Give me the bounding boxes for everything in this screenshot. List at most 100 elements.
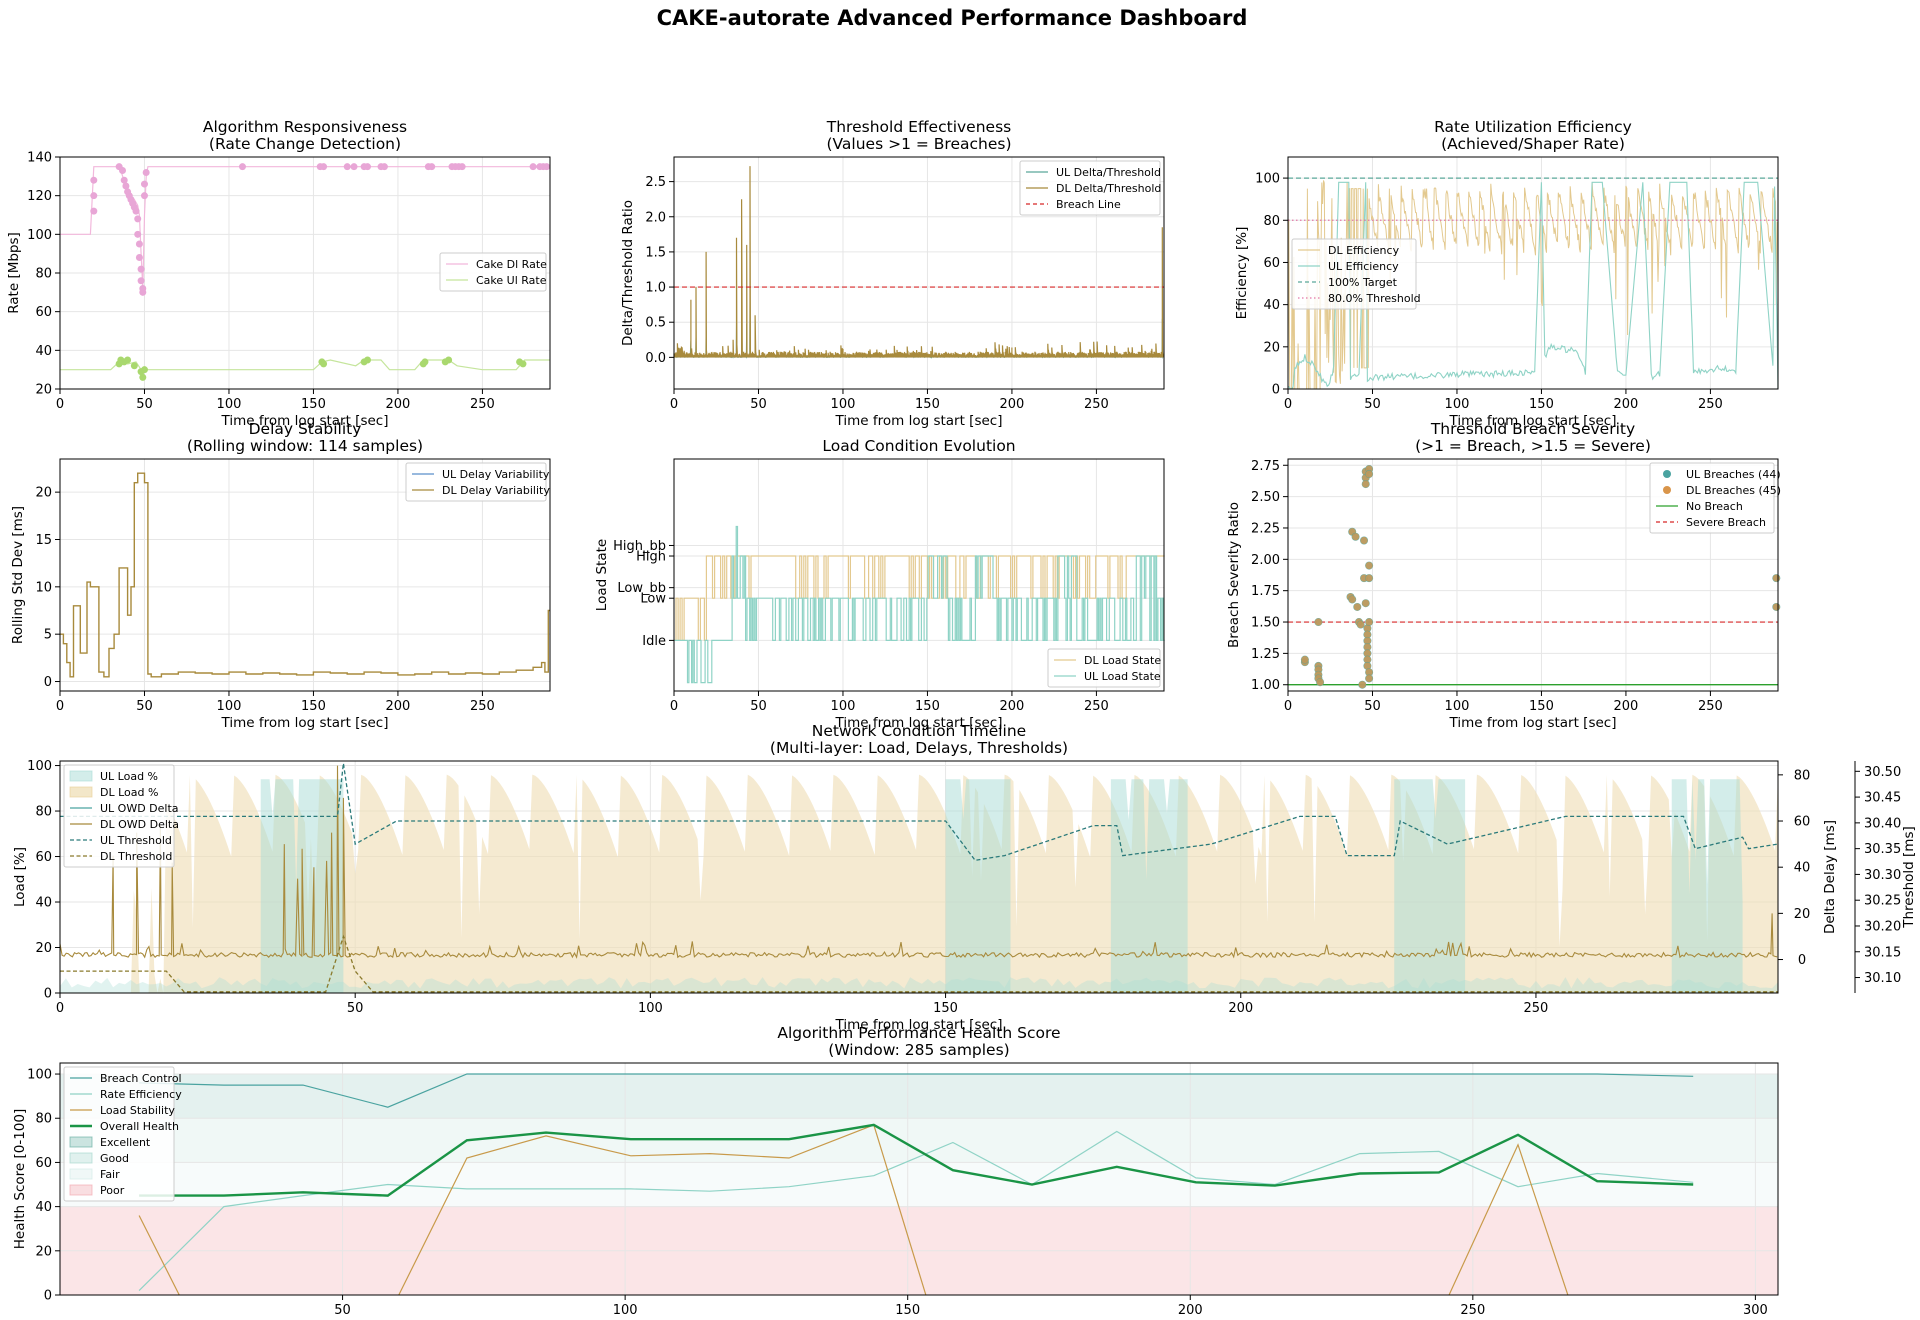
threshold_effectiveness-title-line: (Values >1 = Breaches) <box>826 135 1011 153</box>
health_score-legend-swatch <box>69 1184 93 1196</box>
network_timeline-xtick-label: 150 <box>933 1001 958 1016</box>
responsiveness-markers-0 <box>90 163 551 296</box>
load_evolution-ytick-label: Idle <box>642 634 666 649</box>
breach_severity-legend-swatch <box>1663 486 1671 494</box>
breach_severity-dl-breach-point <box>1365 618 1373 626</box>
responsiveness-marker-point <box>140 192 148 200</box>
delay_stability-legend: UL Delay Variability DL Delay Variability <box>405 462 550 502</box>
network_timeline-ytick-label: 40 <box>35 896 52 911</box>
responsiveness-title-line: Algorithm Responsiveness <box>203 118 407 136</box>
health_score-legend-label: Good <box>100 1152 129 1165</box>
network_timeline-title-line: Network Condition Timeline <box>812 722 1026 740</box>
threshold_effectiveness-ytick-label: 1.5 <box>645 245 666 260</box>
breach_severity-xtick-label: 50 <box>1364 699 1381 714</box>
breach_severity-dl-breach-point <box>1363 637 1372 645</box>
health_score-xtick-label: 150 <box>895 1303 920 1318</box>
responsiveness-xtick-label: 200 <box>386 397 411 412</box>
responsiveness-marker-point <box>364 356 372 364</box>
breach_severity-dl-breach-point <box>1362 599 1370 607</box>
breach_severity-dl-breach-point <box>1316 678 1324 686</box>
health_score-ytick-label: 20 <box>35 1244 52 1259</box>
responsiveness-ytick-label: 20 <box>35 383 52 398</box>
load_evolution-plot-area <box>674 525 1165 684</box>
health_score-legend-patch <box>69 1152 93 1164</box>
breach_severity-ytick-label: 2.75 <box>1251 459 1280 474</box>
rate_efficiency-legend-label: UL Efficiency <box>1328 260 1399 273</box>
network_timeline-ul-load-band <box>1110 779 1188 993</box>
delay_stability-ytick-label: 15 <box>35 533 52 548</box>
network_timeline-right2-tick-label: 30.40 <box>1864 816 1901 831</box>
network_timeline-plot-area <box>59 763 1779 993</box>
network_timeline-legend-label: DL OWD Delta <box>100 818 179 831</box>
network_timeline-right-axis: 0 20 40 60 80 Delta Delay [ms] <box>1778 768 1838 968</box>
responsiveness-marker-point <box>134 230 142 238</box>
network_timeline-ul-load-band <box>1671 779 1743 993</box>
threshold_effectiveness-ytick-label: 1.0 <box>645 281 666 296</box>
breach_severity-legend-label: UL Breaches (44) <box>1686 468 1781 481</box>
network_timeline-ytick-label: 20 <box>35 941 52 956</box>
responsiveness-marker-point <box>137 265 145 273</box>
load_evolution-legend-box <box>1047 648 1161 688</box>
delay_stability-xtick-label: 100 <box>217 699 242 714</box>
network_timeline-legend: UL Load % DL Load % UL OWD Delta DL OWD Del… <box>63 764 179 868</box>
health_score-ytick-label: 40 <box>35 1200 52 1215</box>
rate_efficiency-legend: DL Efficiency UL Efficiency 100% Target 80.… <box>1291 238 1421 310</box>
delay_stability-dl-variability <box>60 472 550 678</box>
health_score-series-2 <box>138 1124 1569 1295</box>
breach_severity-dl-breach-point <box>1365 674 1373 683</box>
network_timeline-ul-load-band <box>945 779 1011 993</box>
network_timeline-right2-tick-label: 30.25 <box>1864 894 1901 909</box>
threshold_effectiveness-plot-area <box>673 166 1164 359</box>
health_score-title-line: Algorithm Performance Health Score <box>777 1024 1060 1042</box>
delay_stability-title-line: Delay Stability <box>249 420 362 438</box>
responsiveness-marker-point <box>458 163 466 171</box>
network_timeline-threshold-1 <box>60 934 1778 993</box>
responsiveness-plot-area <box>60 163 551 381</box>
network_timeline-right2-tick-label: 30.20 <box>1864 919 1901 934</box>
health_score-legend-label: Excellent <box>100 1136 151 1149</box>
network_timeline-right2-tick-label: 30.15 <box>1864 945 1901 960</box>
load_evolution-xtick-label: 0 <box>670 699 678 714</box>
health_score-legend-swatch <box>69 1168 93 1180</box>
network_timeline-ul-load-floor <box>60 977 1778 993</box>
threshold_effectiveness-ytick-label: 2.5 <box>645 175 666 190</box>
rate_efficiency-xlabel: Time from log start [sec] <box>1449 413 1617 429</box>
breach_severity-dl-breach-point <box>1363 643 1372 651</box>
breach_severity-ytick-label: 2.25 <box>1251 521 1280 536</box>
threshold_effectiveness-ylabel: Delta/Threshold Ratio <box>620 200 636 346</box>
health_score-title-line: (Window: 285 samples) <box>828 1041 1009 1059</box>
network_timeline-legend-swatch <box>69 770 93 782</box>
health_score-ylabel: Health Score [0-100] <box>12 1109 28 1249</box>
network_timeline-legend-label: UL Load % <box>100 770 158 783</box>
breach_severity-legend-label: Severe Breach <box>1686 516 1766 529</box>
responsiveness-ytick-label: 80 <box>35 267 52 282</box>
breach_severity-dl-breach-point <box>1301 656 1309 664</box>
delay_stability-title-line: (Rolling window: 114 samples) <box>187 437 423 455</box>
network_timeline-ytick-label: 80 <box>35 805 52 820</box>
breach_severity-dl-breach-point <box>1363 662 1372 670</box>
responsiveness-marker-point <box>140 180 148 188</box>
responsiveness-ytick-label: 40 <box>35 344 52 359</box>
breach_severity-legend-swatch <box>1663 470 1671 478</box>
load_evolution-xtick-label: 150 <box>915 699 940 714</box>
load_evolution-xtick-label: 50 <box>750 699 767 714</box>
load_evolution-dl-state <box>674 555 1165 642</box>
network_timeline-legend-patch <box>69 786 93 798</box>
responsiveness-marker-point <box>135 240 143 248</box>
delay_stability-ylabel: Rolling Std Dev [ms] <box>10 506 26 644</box>
health_score-legend-label: Load Stability <box>100 1104 175 1117</box>
responsiveness-legend-box <box>439 252 547 292</box>
threshold_effectiveness-dl-ratio-line <box>673 166 1164 358</box>
delay_stability-xlabel: Time from log start [sec] <box>221 715 389 731</box>
breach_severity-legend: UL Breaches (44) DL Breaches (45) No Breac… <box>1649 462 1781 534</box>
breach_severity-dl-breach-point <box>1365 574 1373 582</box>
delay_stability-legend-box <box>405 462 547 502</box>
responsiveness-marker-point <box>421 358 429 366</box>
network_timeline-legend-label: DL Load % <box>100 786 158 799</box>
network_timeline-legend-label: UL Threshold <box>100 834 172 847</box>
responsiveness-panel: 0 50 100 150 200 250 20 40 60 80 100 120 140 Time fro… <box>6 118 551 429</box>
threshold_effectiveness-xtick-label: 250 <box>1084 397 1109 412</box>
